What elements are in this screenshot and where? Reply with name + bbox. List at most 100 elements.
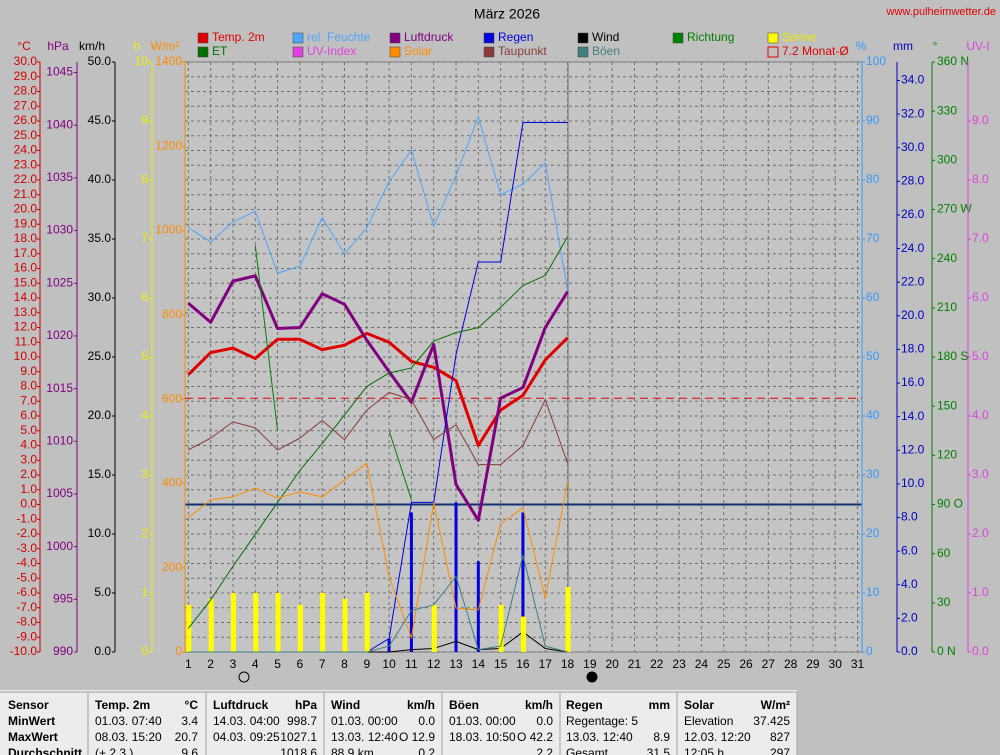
y-tick-label: 90 [866,113,880,127]
legend-swatch [292,46,304,58]
y-tick-label: 15.0 [88,467,112,481]
x-tick-label: 12 [427,657,441,671]
y-tick-label: 300 [937,153,957,167]
series-line [187,331,569,447]
table-group-unit: °C [185,698,199,712]
table-cell: 88.9 km [331,746,374,755]
axis-unit: km/h [79,39,105,53]
legend-label: UV-Index [307,44,356,58]
x-tick-label: 20 [605,657,619,671]
table-group-title: Luftdruck [213,698,269,712]
y-tick-label: 2.0 [972,526,989,540]
legend-swatch [483,32,495,44]
table-group-title: Böen [449,698,479,712]
table-group-unit: km/h [407,698,435,712]
table-cell: 998.7 [287,714,317,728]
table-cell: 20.7 [175,730,199,744]
x-tick-label: 25 [717,657,731,671]
y-tick-label: 16.0 [901,375,925,389]
table-cell: 0.2 [418,746,435,755]
legend-label: 7.2 Monat-Ø [782,44,849,58]
y-tick-label: 1005 [46,486,73,500]
y-tick-label: 1035 [46,170,73,184]
axis-unit: W/m² [151,39,180,53]
y-tick-label: 26.0 [14,113,38,127]
x-tick-label: 30 [829,657,843,671]
legend-label: Luftdruck [404,30,454,44]
table-cell: 01.03. 07:40 [95,714,162,728]
legend-label: Sonne [782,30,817,44]
y-tick-label: -4.0 [16,556,37,570]
y-tick-label: 3 [141,467,148,481]
y-tick-label: 7.0 [20,393,37,407]
y-tick-label: 24.0 [14,143,38,157]
x-tick-label: 23 [672,657,686,671]
axis-unit: % [856,39,867,53]
y-tick-label: 0 N [937,644,956,658]
moon-new [586,671,598,683]
y-tick-label: 7.0 [972,231,989,245]
y-tick-label: 14.0 [901,409,925,423]
legend-swatch [672,32,684,44]
y-tick-label: 10 [135,54,149,68]
x-tick-label: 15 [494,657,508,671]
y-tick-label: -10.0 [10,644,38,658]
y-tick-label: 50.0 [88,54,112,68]
y-tick-label: 20 [866,526,880,540]
y-tick-label: 80 [866,172,880,186]
y-tick-label: 1000 [46,539,73,553]
table-cell: 13.03. 12:40 [331,730,398,744]
legend-swatch [292,32,304,44]
sun-bar [275,593,281,652]
y-tick-label: 12.0 [901,442,925,456]
y-tick-label: 30 [866,467,880,481]
y-tick-label: 90 O [937,497,963,511]
y-tick-label: 12.0 [14,320,38,334]
y-tick-label: 0 [141,644,148,658]
x-tick-label: 17 [539,657,553,671]
y-tick-label: 50 [866,349,880,363]
y-tick-label: 360 N [937,54,969,68]
y-tick-label: 5 [141,349,148,363]
table-group-unit: km/h [525,698,553,712]
table-cell: O 12.9 [399,730,435,744]
y-tick-label: 3.0 [972,467,989,481]
y-tick-label: 600 [162,391,182,405]
y-tick-label: 5.0 [20,423,37,437]
x-tick-label: 21 [628,657,642,671]
x-tick-label: 16 [516,657,530,671]
legend-label: rel. Feuchte [307,30,371,44]
series-line [188,391,569,466]
sun-bar [498,604,504,652]
series-line [254,245,412,500]
y-tick-label: 2 [141,526,148,540]
legend-swatch [767,32,779,44]
y-tick-label: 20.0 [14,202,38,216]
series-line [188,116,569,290]
y-tick-label: 4.0 [972,408,989,422]
x-tick-label: 1 [185,657,192,671]
y-tick-label: 200 [162,560,182,574]
x-tick-label: 28 [784,657,798,671]
moon-full [238,671,250,683]
y-tick-label: 32.0 [901,106,925,120]
y-tick-label: 1 [141,585,148,599]
y-tick-label: 150 [937,398,957,412]
table-cell: 3.4 [181,714,198,728]
table-cell: (+ 2.3 ) [95,746,133,755]
table-cell: 08.03. 15:20 [95,730,162,744]
y-tick-label: 11.0 [15,334,38,348]
y-tick-label: 6.0 [901,543,918,557]
y-tick-label: 180 S [937,349,968,363]
legend-label: Richtung [687,30,734,44]
y-tick-label: 1030 [46,223,73,237]
table-cell: Gesamt [566,746,609,755]
row-label: MinWert [8,714,55,728]
y-tick-label: 0 [175,644,182,658]
table-cell: 13.03. 12:40 [566,730,633,744]
y-tick-label: 1.0 [972,585,989,599]
series-line [188,554,568,653]
table-cell: O 42.2 [517,730,553,744]
x-tick-label: 7 [319,657,326,671]
y-tick-label: -6.0 [16,585,37,599]
